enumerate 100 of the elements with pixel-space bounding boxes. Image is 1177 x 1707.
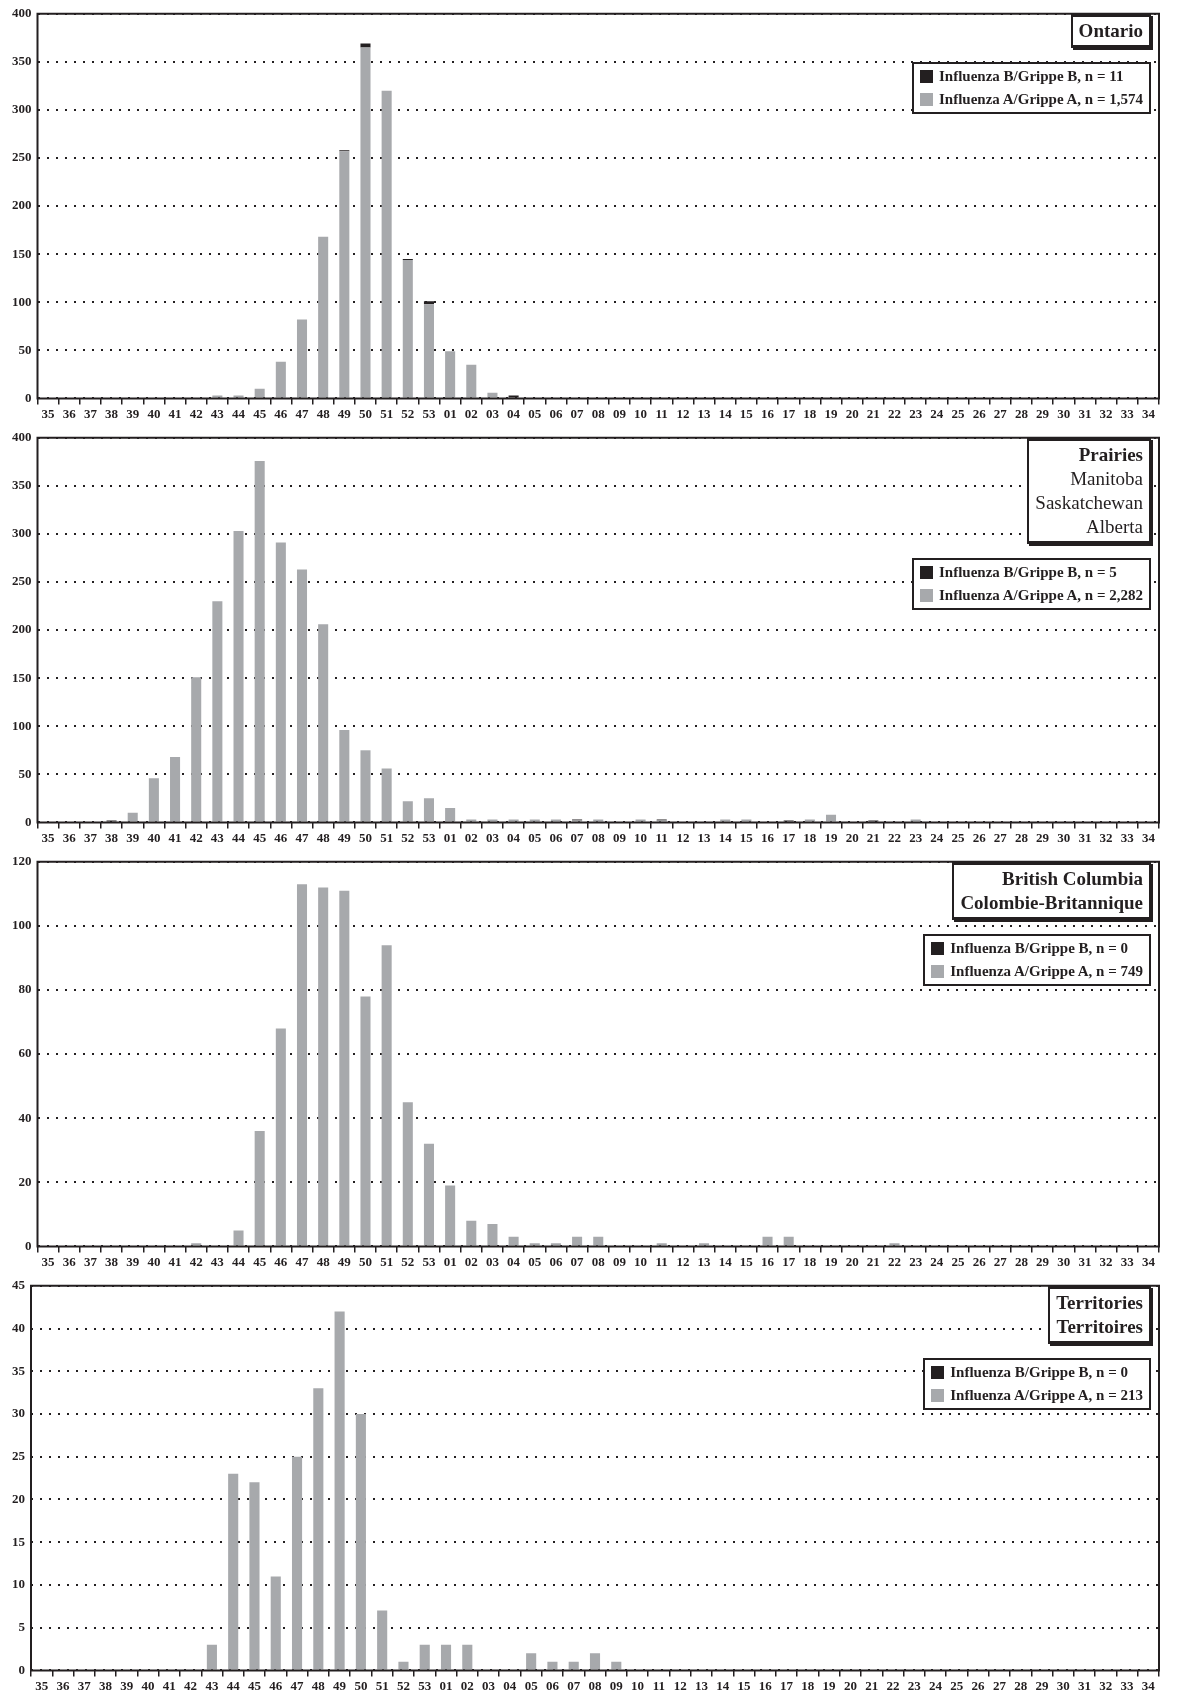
x-tick-label: 41 (168, 1253, 182, 1269)
y-tick-label: 20 (12, 1490, 25, 1506)
x-tick-label: 08 (591, 405, 606, 421)
x-tick-label: 42 (184, 1677, 198, 1693)
x-tick-label: 16 (761, 1253, 775, 1269)
y-tick-label: 0 (18, 1661, 25, 1677)
x-tick-label: 33 (1120, 405, 1135, 421)
x-tick-label: 06 (549, 405, 563, 421)
x-tick-label: 53 (422, 1253, 436, 1269)
x-tick-label: 26 (972, 405, 987, 421)
x-tick-label: 03 (485, 405, 500, 421)
x-tick-label: 21 (865, 1677, 879, 1693)
x-tick-label: 42 (189, 829, 203, 845)
x-tick-label: 18 (801, 1677, 815, 1693)
x-tick-label: 51 (375, 1677, 389, 1693)
x-tick-label: 40 (147, 829, 161, 845)
text: Territories Territoires (1056, 1291, 1143, 1339)
x-tick-label: 19 (822, 1677, 837, 1693)
x-tick-label: 47 (290, 1677, 305, 1693)
text: British Columbia Colombie-Britannique (960, 867, 1143, 915)
x-tick-label: 21 (866, 829, 880, 845)
x-tick-label: 38 (105, 1253, 119, 1269)
x-tick-label: 15 (739, 829, 754, 845)
x-tick-label: 27 (993, 405, 1008, 421)
x-tick-label: 15 (737, 1677, 751, 1693)
x-tick-label: 42 (189, 405, 203, 421)
x-tick-label: 50 (358, 405, 372, 421)
x-tick-label: 05 (528, 405, 542, 421)
x-tick-label: 51 (380, 1253, 394, 1269)
x-tick-label: 36 (56, 1677, 70, 1693)
x-tick-label: 23 (909, 829, 923, 845)
x-tick-label: 46 (274, 829, 288, 845)
x-tick-label: 12 (676, 405, 690, 421)
x-tick-label: 48 (316, 829, 331, 845)
x-tick-label: 31 (1078, 1677, 1092, 1693)
x-tick-label: 10 (634, 405, 648, 421)
y-tick-label: 150 (12, 669, 32, 685)
x-tick-label: 20 (843, 1677, 857, 1693)
x-tick-label: 12 (673, 1677, 687, 1693)
x-tick-label: 22 (888, 405, 901, 421)
x-tick-label: 37 (83, 829, 98, 845)
x-tick-label: 05 (524, 1677, 539, 1693)
x-tick-label: 24 (930, 1253, 944, 1269)
x-tick-label: 23 (907, 1677, 922, 1693)
x-tick-label: 17 (782, 405, 796, 421)
x-tick-label: 48 (316, 1253, 331, 1269)
x-tick-label: 33 (1120, 1253, 1135, 1269)
x-tick-label: 14 (716, 1677, 730, 1693)
y-tick-label: 10 (12, 1576, 25, 1592)
legend-label: Influenza A/Grippe A, n = 1,574 (939, 91, 1143, 108)
x-tick-label: 44 (226, 1677, 241, 1693)
x-tick-label: 36 (62, 829, 77, 845)
x-tick-label: 26 (972, 1253, 987, 1269)
x-tick-label: 49 (337, 829, 352, 845)
x-tick-label: 40 (147, 1253, 161, 1269)
x-tick-label: 36 (62, 405, 77, 421)
x-tick-label: 09 (612, 1253, 627, 1269)
x-tick-label: 04 (507, 829, 521, 845)
x-tick-label: 15 (739, 1253, 754, 1269)
x-tick-label: 01 (439, 1677, 453, 1693)
x-tick-label: 25 (951, 405, 965, 421)
x-tick-label: 39 (126, 829, 140, 845)
x-tick-label: 03 (485, 829, 500, 845)
x-tick-label: 14 (718, 405, 733, 421)
x-tick-label: 06 (549, 829, 563, 845)
x-tick-label: 02 (464, 829, 478, 845)
x-tick-label: 16 (761, 405, 775, 421)
x-tick-label: 17 (782, 1253, 796, 1269)
x-tick-label: 29 (1036, 829, 1050, 845)
y-tick-label: 80 (18, 981, 32, 997)
x-tick-label: 21 (866, 1253, 880, 1269)
x-tick-label: 32 (1099, 1253, 1113, 1269)
y-tick-label: 50 (18, 341, 32, 357)
y-tick-label: 50 (18, 765, 32, 781)
x-tick-label: 42 (189, 1253, 203, 1269)
x-tick-label: 44 (232, 829, 246, 845)
x-tick-label: 47 (295, 405, 309, 421)
x-tick-label: 28 (1014, 829, 1029, 845)
x-tick-label: 28 (1014, 1253, 1029, 1269)
x-tick-label: 52 (401, 1253, 415, 1269)
x-tick-label: 37 (77, 1677, 92, 1693)
x-tick-label: 22 (888, 1253, 901, 1269)
x-tick-label: 04 (507, 405, 521, 421)
text: Manitoba Saskatchewan Alberta (1035, 467, 1143, 539)
x-tick-label: 13 (697, 829, 712, 845)
x-tick-label: 40 (141, 1677, 155, 1693)
x-tick-label: 23 (909, 405, 923, 421)
x-tick-label: 08 (591, 829, 606, 845)
x-tick-label: 27 (993, 1253, 1008, 1269)
x-tick-label: 36 (62, 1253, 77, 1269)
x-tick-label: 38 (98, 1677, 113, 1693)
x-tick-label: 11 (655, 1253, 668, 1269)
x-tick-label: 45 (253, 1253, 267, 1269)
x-tick-label: 41 (168, 405, 182, 421)
y-tick-label: 30 (12, 1405, 25, 1421)
legend-label: Influenza A/Grippe A, n = 213 (950, 1387, 1143, 1404)
x-tick-label: 48 (311, 1677, 326, 1693)
x-tick-label: 33 (1120, 1677, 1135, 1693)
x-tick-label: 18 (803, 405, 817, 421)
x-tick-label: 27 (992, 1677, 1007, 1693)
